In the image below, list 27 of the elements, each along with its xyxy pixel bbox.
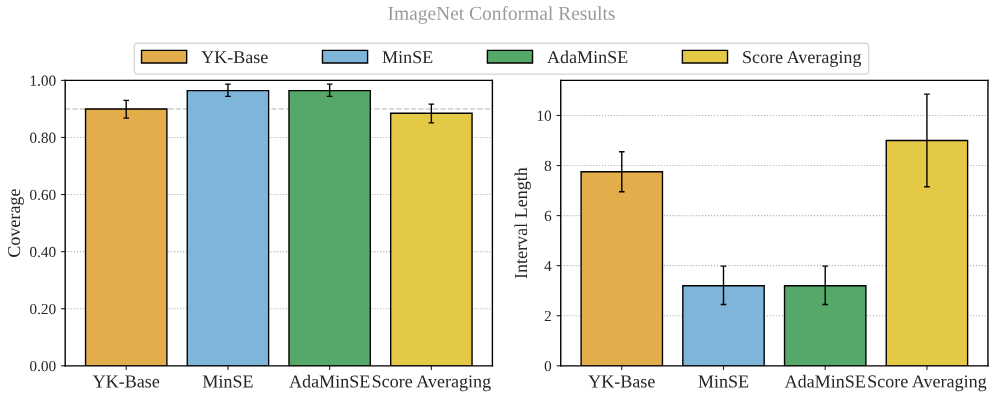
y-tick-label: 1.00 (30, 75, 56, 86)
x-tick-label: AdaMinSE (784, 374, 865, 388)
x-tick-label: AdaMinSE (289, 374, 370, 388)
y-tick-label: 0.00 (30, 360, 56, 372)
y-axis-title: Interval Length (514, 167, 531, 279)
x-tick-label: MinSE (202, 375, 253, 388)
y-axis-title: Coverage (8, 189, 24, 257)
legend-label: MinSE (382, 51, 433, 64)
x-tick-label: YK-Base (92, 375, 160, 388)
x-tick-label: YK-Base (588, 375, 655, 388)
chart-title: ImageNet Conformal Results (388, 6, 615, 24)
x-tick-label: Score Averaging (868, 375, 987, 392)
y-tick-label: 4 (544, 260, 552, 271)
x-tick-label: MinSE (698, 375, 749, 388)
x-tick-label: Score Averaging (372, 375, 491, 392)
y-tick-label: 0.80 (30, 132, 56, 143)
legend-label: AdaMinSE (547, 50, 628, 64)
y-tick-label: 0.40 (30, 246, 56, 258)
y-tick-label: 6 (544, 210, 552, 222)
legend-label: Score Averaging (743, 51, 862, 67)
y-tick-label: 0 (544, 360, 552, 372)
y-tick-label: 8 (544, 160, 552, 171)
y-tick-label: 10 (537, 110, 552, 121)
y-tick-label: 0.60 (30, 189, 56, 201)
y-tick-label: 2 (544, 310, 551, 322)
legend-label: YK-Base (201, 51, 268, 64)
y-tick-label: 0.20 (30, 303, 56, 315)
